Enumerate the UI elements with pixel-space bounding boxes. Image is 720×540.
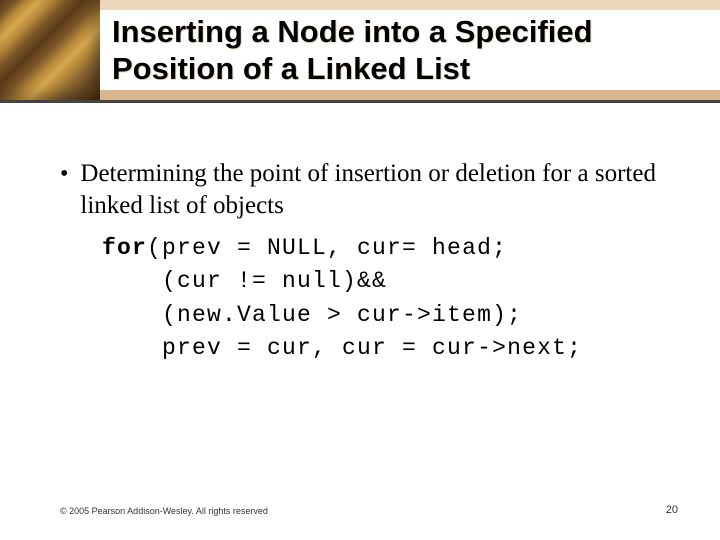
footer-page-number: 20 [666,504,678,516]
bullet-text: Determining the point of insertion or de… [80,158,670,222]
code-block: for(prev = NULL, cur= head; (cur != null… [102,232,670,365]
slide-content: • Determining the point of insertion or … [60,158,670,365]
header-divider [0,100,720,103]
code-line-2: (cur != null)&& [162,268,387,294]
bullet-marker: • [60,160,68,189]
slide-title: Inserting a Node into a Specified Positi… [112,14,702,87]
corner-decorative-image [0,0,100,100]
code-keyword: for [102,235,147,261]
code-line-1: (prev = NULL, cur= head; [147,235,507,261]
decorative-band-top [0,0,720,10]
header-band: Inserting a Node into a Specified Positi… [0,0,720,110]
footer-copyright: © 2005 Pearson Addison-Wesley. All right… [60,506,268,516]
bullet-item: • Determining the point of insertion or … [60,158,670,222]
decorative-band-bottom [0,90,720,100]
code-line-4: prev = cur, cur = cur->next; [162,335,582,361]
code-line-3: (new.Value > cur->item); [162,302,522,328]
